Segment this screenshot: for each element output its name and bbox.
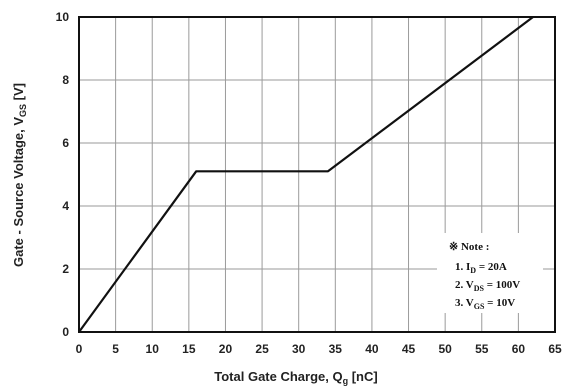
- x-axis-label: Total Gate Charge, Qg [nC]: [214, 369, 377, 386]
- x-tick-label: 25: [255, 342, 269, 356]
- y-tick-label: 0: [62, 325, 69, 339]
- x-tick-label: 5: [112, 342, 119, 356]
- note-box-bg: [437, 233, 543, 313]
- x-tick-label: 65: [548, 342, 562, 356]
- x-tick-label: 30: [292, 342, 306, 356]
- x-tick-label: 20: [219, 342, 233, 356]
- y-tick-label: 4: [62, 199, 69, 213]
- x-tick-label: 40: [365, 342, 379, 356]
- note-line-2: 2. VDS = 100V: [455, 279, 520, 293]
- y-tick-label: 8: [62, 73, 69, 87]
- vgs-curve: [78, 16, 534, 333]
- y-axis-ticks: 0 2 4 6 8 10: [56, 10, 70, 339]
- x-tick-label: 0: [76, 342, 83, 356]
- x-tick-label: 60: [512, 342, 526, 356]
- y-axis-label: Gate - Source Voltage, VGS [V]: [11, 83, 28, 267]
- x-tick-label: 50: [438, 342, 452, 356]
- x-tick-label: 55: [475, 342, 489, 356]
- y-tick-label: 10: [56, 10, 70, 24]
- note-title: ※ Note :: [449, 241, 489, 253]
- x-tick-label: 35: [329, 342, 343, 356]
- x-tick-label: 45: [402, 342, 416, 356]
- note-line-3: 3. VGS = 10V: [455, 297, 515, 311]
- y-tick-label: 2: [62, 262, 69, 276]
- x-axis-ticks: 0 5 10 15 20 25 30 35 40 45 50 55 60 65: [76, 342, 562, 356]
- note-line-1: 1. ID = 20A: [455, 261, 507, 275]
- y-tick-label: 6: [62, 136, 69, 150]
- x-tick-label: 15: [182, 342, 196, 356]
- plot-frame: [78, 16, 556, 333]
- x-tick-label: 10: [146, 342, 160, 356]
